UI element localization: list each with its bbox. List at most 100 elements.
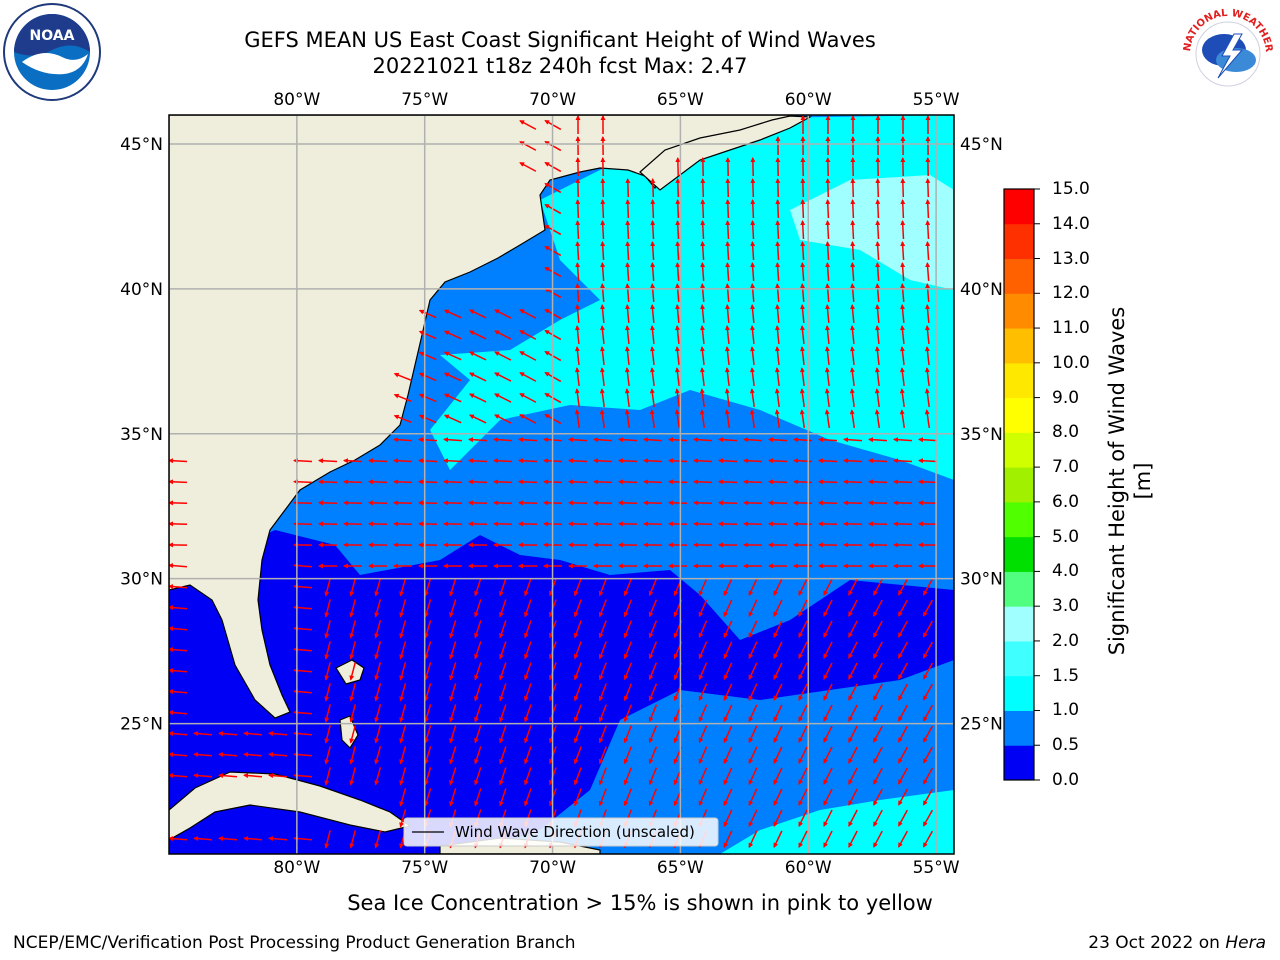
wave-arrow (849, 325, 855, 345)
wave-arrow (518, 437, 538, 443)
lon-tick-label: 60°W (785, 858, 832, 878)
wave-arrow (324, 620, 331, 639)
wave-arrow (494, 330, 512, 340)
wave-arrow (374, 578, 382, 597)
wave-arrow (773, 767, 783, 786)
wave-arrow (798, 788, 808, 806)
wave-arrow (773, 830, 783, 849)
wave-arrow (519, 351, 537, 361)
wave-arrow (324, 578, 331, 597)
wave-arrow (848, 830, 858, 848)
wave-arrow (798, 830, 808, 848)
wave-arrow (623, 620, 633, 639)
lat-ticks-left: 45°N 40°N 35°N 30°N 25°N (120, 135, 163, 735)
wave-arrow (725, 262, 731, 282)
wave-arrow (523, 704, 532, 723)
wave-arrow (700, 220, 706, 240)
wave-arrow (424, 767, 432, 786)
wave-arrow (598, 788, 607, 807)
wave-arrow (823, 704, 833, 722)
wave-arrow (599, 325, 605, 345)
wave-arrow (468, 500, 488, 506)
wave-arrow (648, 725, 658, 744)
wave-arrow (924, 346, 930, 366)
wave-arrow (775, 283, 781, 303)
wave-arrow (468, 393, 487, 403)
wave-arrow (474, 641, 482, 660)
wave-arrow (599, 367, 605, 387)
wave-arrow (748, 767, 758, 786)
wave-arrow (848, 683, 858, 701)
wave-arrow (374, 683, 382, 702)
wave-arrow (494, 414, 512, 424)
wave-arrow (898, 725, 908, 743)
wave-arrow (399, 620, 407, 639)
wave-arrow (443, 309, 462, 319)
wave-arrow (418, 351, 437, 361)
colorbar-tick-label: 11.0 (1052, 318, 1090, 339)
wave-arrow (748, 725, 758, 744)
wave-arrow (519, 309, 537, 319)
wave-arrow (399, 683, 407, 702)
wave-arrow (193, 752, 213, 758)
wave-arrow (393, 372, 412, 382)
wave-arrow (343, 500, 363, 506)
wave-arrow (243, 836, 263, 842)
wave-arrow (449, 662, 457, 681)
wave-arrow (773, 809, 783, 828)
wave-arrow (268, 731, 288, 737)
wave-arrow (898, 746, 908, 764)
wave-arrow (468, 437, 488, 443)
wave-arrow (875, 199, 881, 219)
wave-arrow (674, 409, 681, 429)
wave-arrow (618, 479, 638, 485)
wave-arrow (848, 788, 858, 806)
wave-arrow (900, 220, 906, 240)
wave-arrow (598, 620, 607, 639)
wave-arrow (443, 393, 462, 403)
lon-ticks-top: 80°W 75°W 70°W 65°W 60°W 55°W (273, 90, 959, 110)
colorbar-tick-label: 3.0 (1052, 596, 1080, 617)
wave-arrow (418, 414, 437, 424)
wave-arrow (523, 788, 532, 807)
wave-arrow (399, 704, 407, 723)
wave-arrow (649, 367, 655, 387)
wave-arrow (600, 304, 606, 324)
wave-arrow (474, 704, 482, 723)
lon-tick-label: 60°W (785, 90, 832, 110)
wave-arrow (750, 178, 756, 198)
wave-arrow (649, 409, 656, 429)
wave-arrow (749, 367, 755, 387)
wave-arrow (424, 662, 432, 681)
lon-tick-label: 80°W (273, 90, 320, 110)
wave-arrow (699, 346, 705, 366)
wave-arrow (873, 767, 883, 785)
wave-arrow (918, 458, 938, 464)
wave-arrow (775, 304, 781, 324)
light-cyan-region (790, 175, 954, 290)
wave-arrow (749, 346, 755, 366)
wave-arrow (598, 683, 607, 702)
wave-arrow (823, 641, 833, 659)
wave-arrow (625, 283, 631, 303)
wave-arrow (650, 304, 656, 324)
wave-arrow (573, 683, 582, 702)
wave-arrow (898, 788, 908, 806)
wave-arrow (723, 599, 733, 618)
wave-arrow (349, 662, 357, 681)
wave-arrow (799, 346, 805, 366)
wave-arrow (723, 578, 733, 597)
wave-arrow (748, 578, 758, 597)
wave-arrow (824, 346, 830, 366)
wave-arrow (675, 304, 681, 324)
wave-arrow (598, 725, 607, 744)
wave-arrow (169, 752, 188, 758)
wave-arrow (675, 220, 681, 240)
wave-arrow (623, 788, 633, 807)
wave-arrow (699, 367, 705, 387)
wave-arrow (873, 620, 883, 638)
wave-arrow (773, 599, 783, 618)
wave-arrow (899, 346, 905, 366)
wave-arrow (748, 662, 758, 681)
wave-arrow (773, 788, 783, 807)
